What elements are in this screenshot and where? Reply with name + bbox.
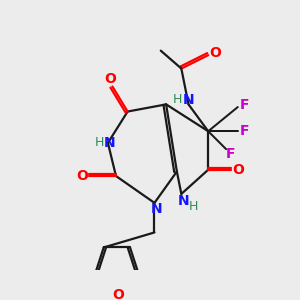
Text: N: N [177, 194, 189, 208]
Text: N: N [104, 136, 116, 150]
Text: O: O [105, 72, 116, 86]
Text: F: F [239, 98, 249, 112]
Text: N: N [183, 93, 194, 107]
Text: O: O [232, 163, 244, 177]
Text: O: O [113, 288, 124, 300]
Text: H: H [189, 200, 199, 213]
Text: F: F [226, 147, 235, 160]
Text: O: O [209, 46, 221, 60]
Text: O: O [76, 169, 88, 183]
Text: N: N [151, 202, 162, 216]
Text: F: F [239, 124, 249, 138]
Text: H: H [94, 136, 104, 149]
Text: H: H [173, 93, 182, 106]
